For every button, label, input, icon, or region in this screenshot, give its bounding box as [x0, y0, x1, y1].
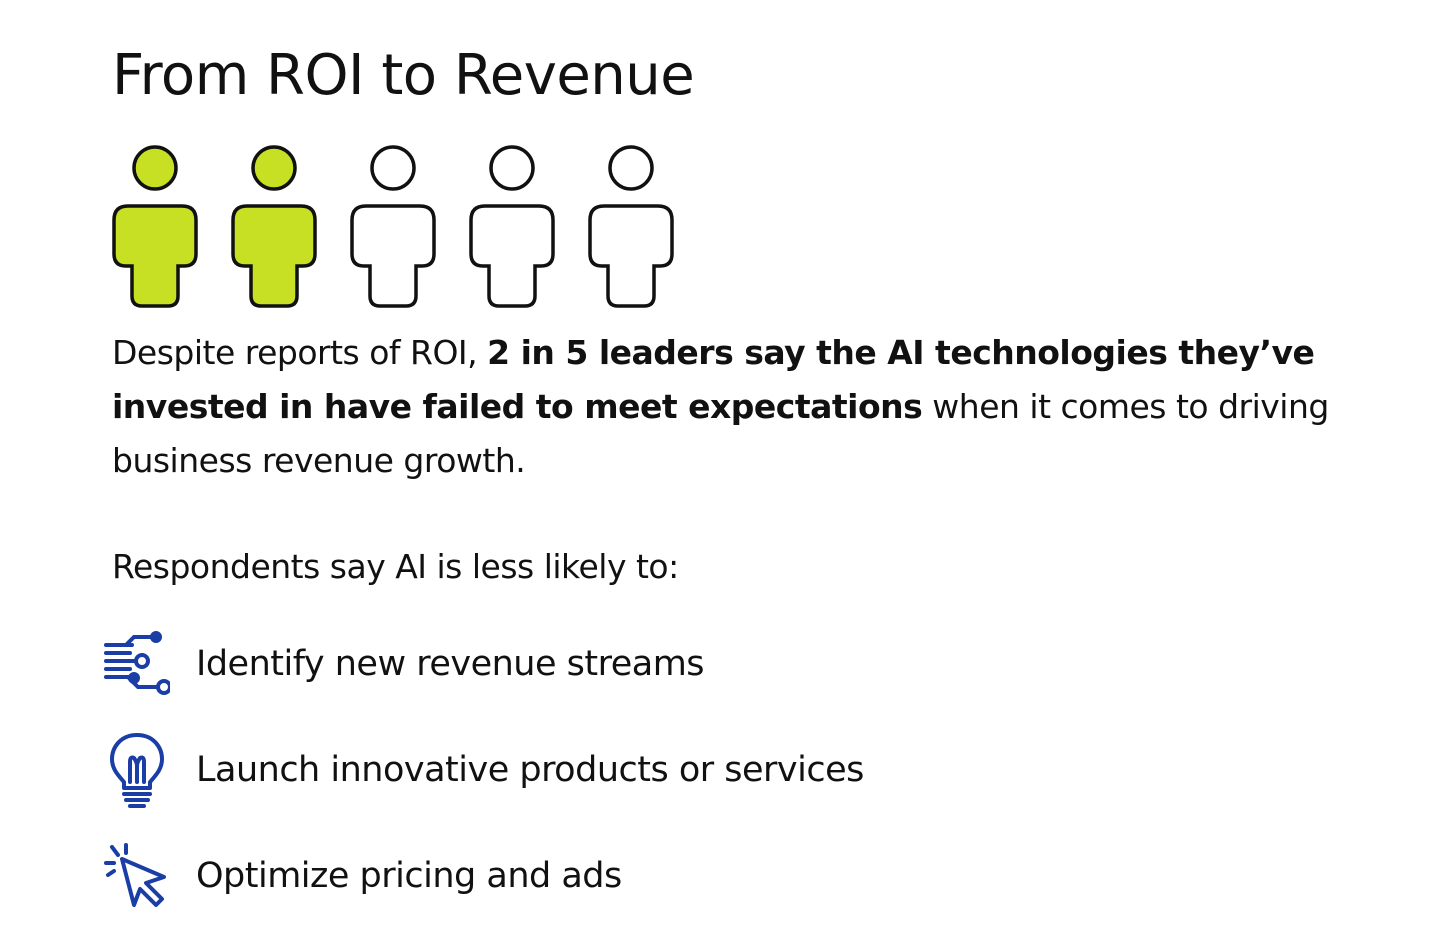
person-body	[231, 204, 317, 308]
person-filled-icon	[227, 144, 321, 310]
person-head	[489, 145, 535, 191]
person-body	[112, 204, 198, 308]
people-icon-row	[108, 144, 678, 310]
person-body	[588, 204, 674, 308]
person-outline-icon	[346, 144, 440, 310]
person-head	[608, 145, 654, 191]
person-outline-icon	[465, 144, 559, 310]
cursor-click-icon	[104, 838, 170, 914]
lightbulb-icon	[104, 732, 170, 808]
summary-paragraph: Despite reports of ROI, 2 in 5 leaders s…	[112, 326, 1412, 488]
list-item-label: Optimize pricing and ads	[196, 856, 622, 896]
summary-emphasis: 2 in 5 leaders say the AI technologies t…	[112, 333, 1315, 426]
person-body	[350, 204, 436, 308]
list-item: Identify new revenue streams	[104, 624, 864, 704]
person-head	[370, 145, 416, 191]
finding-list: Identify new revenue streams Launch inno…	[104, 624, 864, 942]
list-item-label: Identify new revenue streams	[196, 644, 705, 684]
person-head	[251, 145, 297, 191]
circuit-icon	[104, 626, 170, 702]
list-intro: Respondents say AI is less likely to:	[112, 547, 679, 586]
list-item: Optimize pricing and ads	[104, 836, 864, 916]
person-filled-icon	[108, 144, 202, 310]
summary-tail: when it comes to driving business revenu…	[112, 387, 1329, 480]
list-item-label: Launch innovative products or services	[196, 750, 864, 790]
list-item: Launch innovative products or services	[104, 730, 864, 810]
person-body	[469, 204, 555, 308]
person-head	[132, 145, 178, 191]
page-title: From ROI to Revenue	[112, 43, 695, 108]
person-outline-icon	[584, 144, 678, 310]
summary-lead: Despite reports of ROI,	[112, 333, 488, 372]
